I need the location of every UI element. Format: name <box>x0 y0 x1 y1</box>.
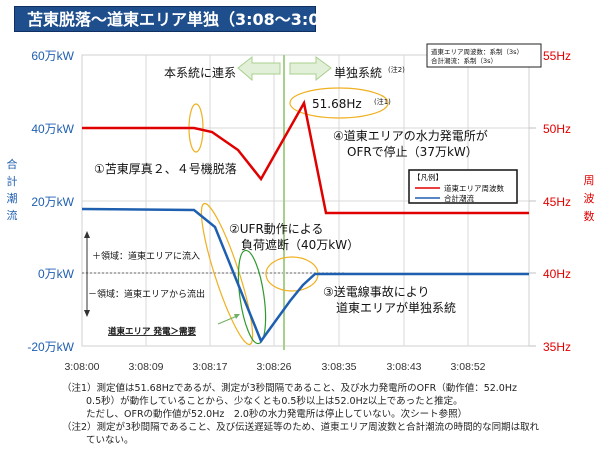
footnote-1-cont2: ただし、OFRの動作値が52.0Hz 2.0秒の水力発電所は停止していない。次シ… <box>86 409 468 420</box>
footnote-1-cont: 0.5秒）が動作していることから、少なくとも0.5秒以上は52.0Hz以上であっ… <box>86 396 463 407</box>
y-tick-minus20: -20万kW <box>27 340 74 354</box>
highlight-ellipse-green <box>237 249 267 345</box>
footnote-2-cont: ていない。 <box>86 435 134 446</box>
y-tick-40: 40万kW <box>31 122 74 136</box>
footnote-2: （注2）測定が3秒間隔であること、及び伝送遅延等のため、道東エリア周波数と合計潮… <box>62 422 540 433</box>
annotation-event3-line2: 道東エリアが単独系統 <box>336 300 456 315</box>
x-tick: 3:08:35 <box>321 361 356 373</box>
series-flow-line <box>81 207 529 344</box>
right-axis-title-char: 周 <box>584 174 595 187</box>
y2-tick-40: 40Hz <box>543 267 571 281</box>
sampling-info-box <box>426 43 542 68</box>
annotation-event2-line1: ②UFR動作による <box>229 222 323 236</box>
pointer-arrowhead-icon <box>234 314 240 319</box>
sampling-info-line1: 道東エリア周波数：系制（3s） <box>431 47 523 56</box>
y2-tick-50: 50Hz <box>543 122 571 136</box>
y-tick-20: 20万kW <box>31 195 74 209</box>
left-axis-title-char: 流 <box>7 208 18 222</box>
annotation-peak-value: 51.68Hz <box>312 97 362 111</box>
right-axis-title-char: 数 <box>584 210 595 223</box>
footnote-1: （注1）測定値は51.68Hzであるが、測定が3秒間隔であること、及び水力発電所… <box>62 383 517 394</box>
up-arrowhead-icon <box>84 231 90 238</box>
legend-label-frequency: 道東エリア周波数 <box>444 183 504 193</box>
annotation-connected: 本系統に連系 <box>164 66 236 80</box>
y2-tick-35: 35Hz <box>543 340 571 354</box>
annotation-gen-gt-demand: 道東エリア 発電＞需要 <box>108 326 196 337</box>
annotation-minus-region: －領域：道東エリアから流出 <box>88 288 205 300</box>
y2-tick-45: 45Hz <box>543 195 571 209</box>
annotation-isolated-note: (注2) <box>388 65 405 74</box>
annotation-isolated: 単独系統 <box>334 66 382 80</box>
x-tick: 3:08:52 <box>450 361 485 373</box>
left-axis-title-char: 計 <box>7 174 18 188</box>
left-axis-title-char: 合 <box>7 157 18 171</box>
x-tick: 3:08:26 <box>256 361 291 373</box>
annotation-event4-line1: ④道東エリアの水力発電所が <box>333 128 488 143</box>
annotation-event4-line2: OFRで停止（37万kW） <box>347 144 478 159</box>
highlight-ellipse-peak <box>289 87 389 119</box>
pointer-line <box>217 315 238 325</box>
down-arrowhead-icon <box>84 310 90 317</box>
arrow-right-icon <box>289 56 332 82</box>
page-title: 苫東脱落～道東エリア単独（3:08～3:09） <box>14 6 347 32</box>
right-axis-title-char: 波 <box>584 192 595 205</box>
annotation-event1: ①苫東厚真２、４号機脱落 <box>94 161 237 176</box>
annotation-peak-note: (注1) <box>374 97 391 106</box>
right-axis-ticks <box>529 54 536 347</box>
x-tick: 3:08:00 <box>64 361 99 373</box>
legend-label-flow: 合計潮流 <box>444 193 474 203</box>
left-axis-title-char: 潮 <box>7 191 18 205</box>
legend-title: 【凡例】 <box>413 172 443 182</box>
arrow-left-icon <box>237 55 281 82</box>
x-tick: 3:08:43 <box>386 361 421 373</box>
series-frequency-line <box>82 99 529 215</box>
legend-box <box>408 169 518 204</box>
sampling-info-line2: 合計潮流：系制（3s） <box>431 56 497 65</box>
x-tick: 3:08:17 <box>192 361 227 373</box>
annotation-plus-region: ＋領域：道東エリアに流入 <box>92 250 200 262</box>
y-tick-60: 60万kW <box>31 49 74 63</box>
annotation-event2-line2: 負荷遮断（40万kW） <box>241 237 359 252</box>
y2-tick-55: 55Hz <box>543 49 571 63</box>
x-tick: 3:08:09 <box>128 361 163 373</box>
annotation-event3-line1: ③送電線事故により <box>323 284 430 299</box>
y-tick-0: 0万kW <box>38 267 75 281</box>
